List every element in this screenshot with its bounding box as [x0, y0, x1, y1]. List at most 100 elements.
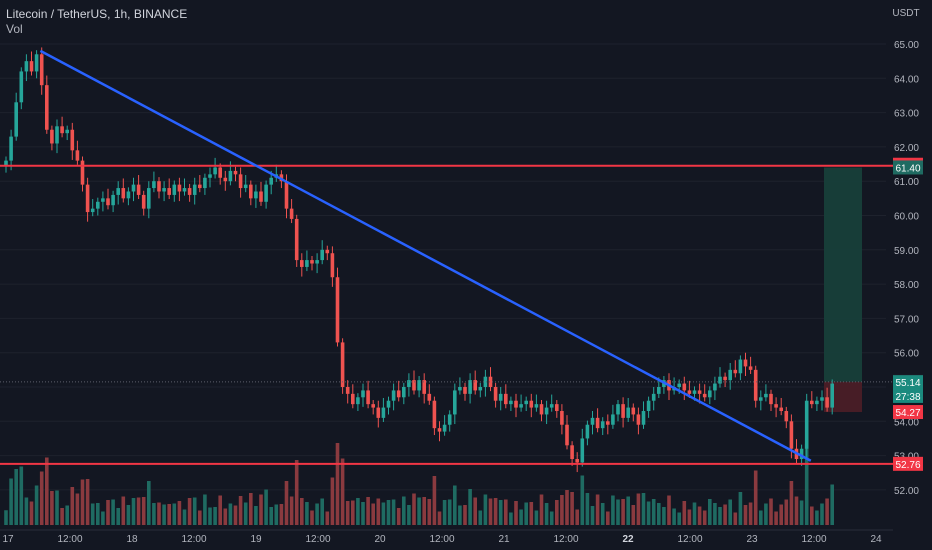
candle-body — [65, 129, 69, 134]
volume-bar — [34, 485, 39, 525]
candle-body — [182, 188, 187, 192]
volume-bar — [192, 497, 197, 525]
candle-body — [437, 428, 442, 432]
volume-bar — [519, 509, 523, 525]
volume-bar — [29, 501, 34, 525]
x-tick-label: 19 — [250, 534, 262, 545]
volume-bar — [590, 506, 595, 525]
candle-body — [80, 160, 85, 185]
volume-bar — [687, 509, 692, 525]
symbol-title[interactable]: Litecoin / TetherUS, 1h, BINANCE — [6, 7, 188, 21]
volume-bar — [396, 508, 401, 525]
y-tick-label: 61.00 — [894, 177, 919, 188]
candle-body — [600, 421, 605, 429]
volume-bar — [488, 498, 493, 525]
candle-body — [126, 191, 131, 199]
y-tick-label: 60.00 — [894, 212, 919, 223]
volume-bar — [626, 496, 630, 525]
volume-bar — [147, 481, 151, 525]
candle-body — [651, 393, 656, 401]
price-label: 27:38 — [895, 392, 920, 403]
volume-bar — [305, 502, 309, 525]
volume-bar — [172, 503, 177, 525]
candle-body — [626, 407, 630, 418]
y-tick-label: 58.00 — [894, 280, 919, 291]
volume-bar — [85, 479, 90, 525]
price-label: 52.76 — [895, 460, 920, 471]
candle-body — [294, 218, 299, 261]
candle-body — [335, 277, 340, 343]
volume-bar — [45, 457, 49, 525]
candle-body — [85, 184, 90, 213]
volume-bar — [539, 494, 544, 525]
candle-body — [529, 400, 534, 408]
volume-bar — [182, 509, 187, 525]
candle-body — [820, 397, 824, 401]
y-tick-label: 64.00 — [894, 74, 919, 85]
volume-bar — [442, 500, 447, 525]
candle-body — [147, 188, 151, 209]
loss-zone — [824, 381, 862, 413]
volume-bar — [177, 501, 182, 525]
candle-body — [60, 126, 64, 134]
candle-body — [606, 421, 610, 425]
volume-bar — [65, 505, 69, 525]
candle-body — [264, 184, 268, 202]
candle-body — [514, 400, 518, 408]
candle-body — [779, 407, 783, 412]
candle-body — [192, 184, 197, 195]
time-axis — [0, 530, 893, 550]
volume-bar — [636, 493, 641, 525]
candle-body — [753, 369, 758, 401]
candle-body — [340, 342, 345, 387]
candle-body — [764, 393, 768, 398]
candle-body — [825, 397, 829, 408]
volume-bar — [351, 500, 355, 525]
volume-bar — [483, 494, 488, 525]
volume-bar — [407, 505, 411, 525]
volume-bar — [646, 501, 651, 525]
candle-body — [417, 380, 421, 391]
volume-bar — [651, 499, 656, 525]
volume-bar — [55, 490, 59, 525]
volume-bar — [641, 493, 646, 525]
volume-bar — [325, 511, 330, 525]
volume-bar — [784, 499, 789, 525]
volume-bar — [662, 507, 666, 525]
volume-bar — [345, 501, 350, 525]
volume-bar — [458, 505, 462, 525]
candle-body — [657, 387, 661, 394]
volume-bar — [743, 505, 748, 525]
candle-body — [366, 390, 370, 405]
volume-bar — [514, 501, 518, 525]
volume-bar — [463, 505, 467, 525]
volume-bar — [697, 506, 702, 525]
volume-bar — [187, 498, 192, 525]
volume-bar — [300, 498, 304, 525]
volume-bar — [402, 496, 406, 525]
candle-body — [473, 380, 477, 391]
price-label-box — [893, 388, 923, 403]
candle-body — [402, 387, 406, 398]
candle-body — [498, 393, 503, 401]
candle-body — [75, 150, 80, 161]
volume-bar — [141, 497, 146, 525]
candle-body — [172, 184, 177, 195]
candle-body — [101, 198, 105, 202]
candle-body — [238, 174, 243, 189]
candle-body — [233, 170, 238, 175]
candle-body — [315, 260, 319, 264]
candle-body — [524, 400, 528, 405]
volume-label[interactable]: Vol — [6, 22, 23, 36]
volume-bar — [468, 489, 472, 525]
candle-body — [784, 411, 789, 422]
candle-body — [621, 404, 625, 418]
volume-bar — [815, 510, 819, 525]
volume-bar — [606, 511, 610, 525]
volume-bar — [274, 504, 279, 525]
candle-body — [34, 54, 39, 72]
candle-body — [682, 383, 687, 391]
volume-bar — [504, 499, 508, 525]
volume-bar — [498, 500, 503, 525]
